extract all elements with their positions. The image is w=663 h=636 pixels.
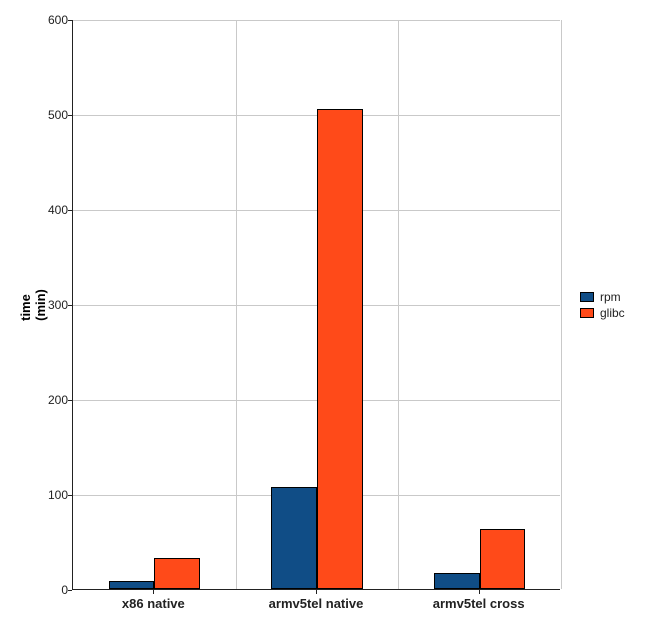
x-tick [316,590,317,594]
y-tick-label: 600 [0,13,68,27]
gridline-v [236,20,237,589]
x-tick [479,590,480,594]
y-tick [68,590,72,591]
y-tick-label: 100 [0,488,68,502]
y-tick-label: 400 [0,203,68,217]
chart-container: 0100200300400500600 time (min) x86 nativ… [0,0,663,636]
bar-rpm [271,487,317,589]
plot-area [72,20,560,590]
bar-rpm [109,581,155,589]
legend-swatch [580,308,594,318]
bar-glibc [317,109,363,589]
gridline-h [73,20,560,21]
legend-label: glibc [600,306,625,320]
x-tick-label: armv5tel cross [433,596,525,611]
x-tick [153,590,154,594]
y-tick-label: 500 [0,108,68,122]
legend-label: rpm [600,290,621,304]
y-tick-label: 0 [0,583,68,597]
x-tick-label: armv5tel native [269,596,364,611]
bar-glibc [480,529,526,589]
y-axis-title: time (min) [18,289,48,321]
bar-glibc [154,558,200,589]
y-tick-label: 200 [0,393,68,407]
legend-swatch [580,292,594,302]
x-tick-label: x86 native [122,596,185,611]
legend-item-rpm: rpm [580,290,625,304]
bar-rpm [434,573,480,589]
gridline-v [561,20,562,589]
legend: rpm glibc [580,290,625,322]
legend-item-glibc: glibc [580,306,625,320]
gridline-v [398,20,399,589]
